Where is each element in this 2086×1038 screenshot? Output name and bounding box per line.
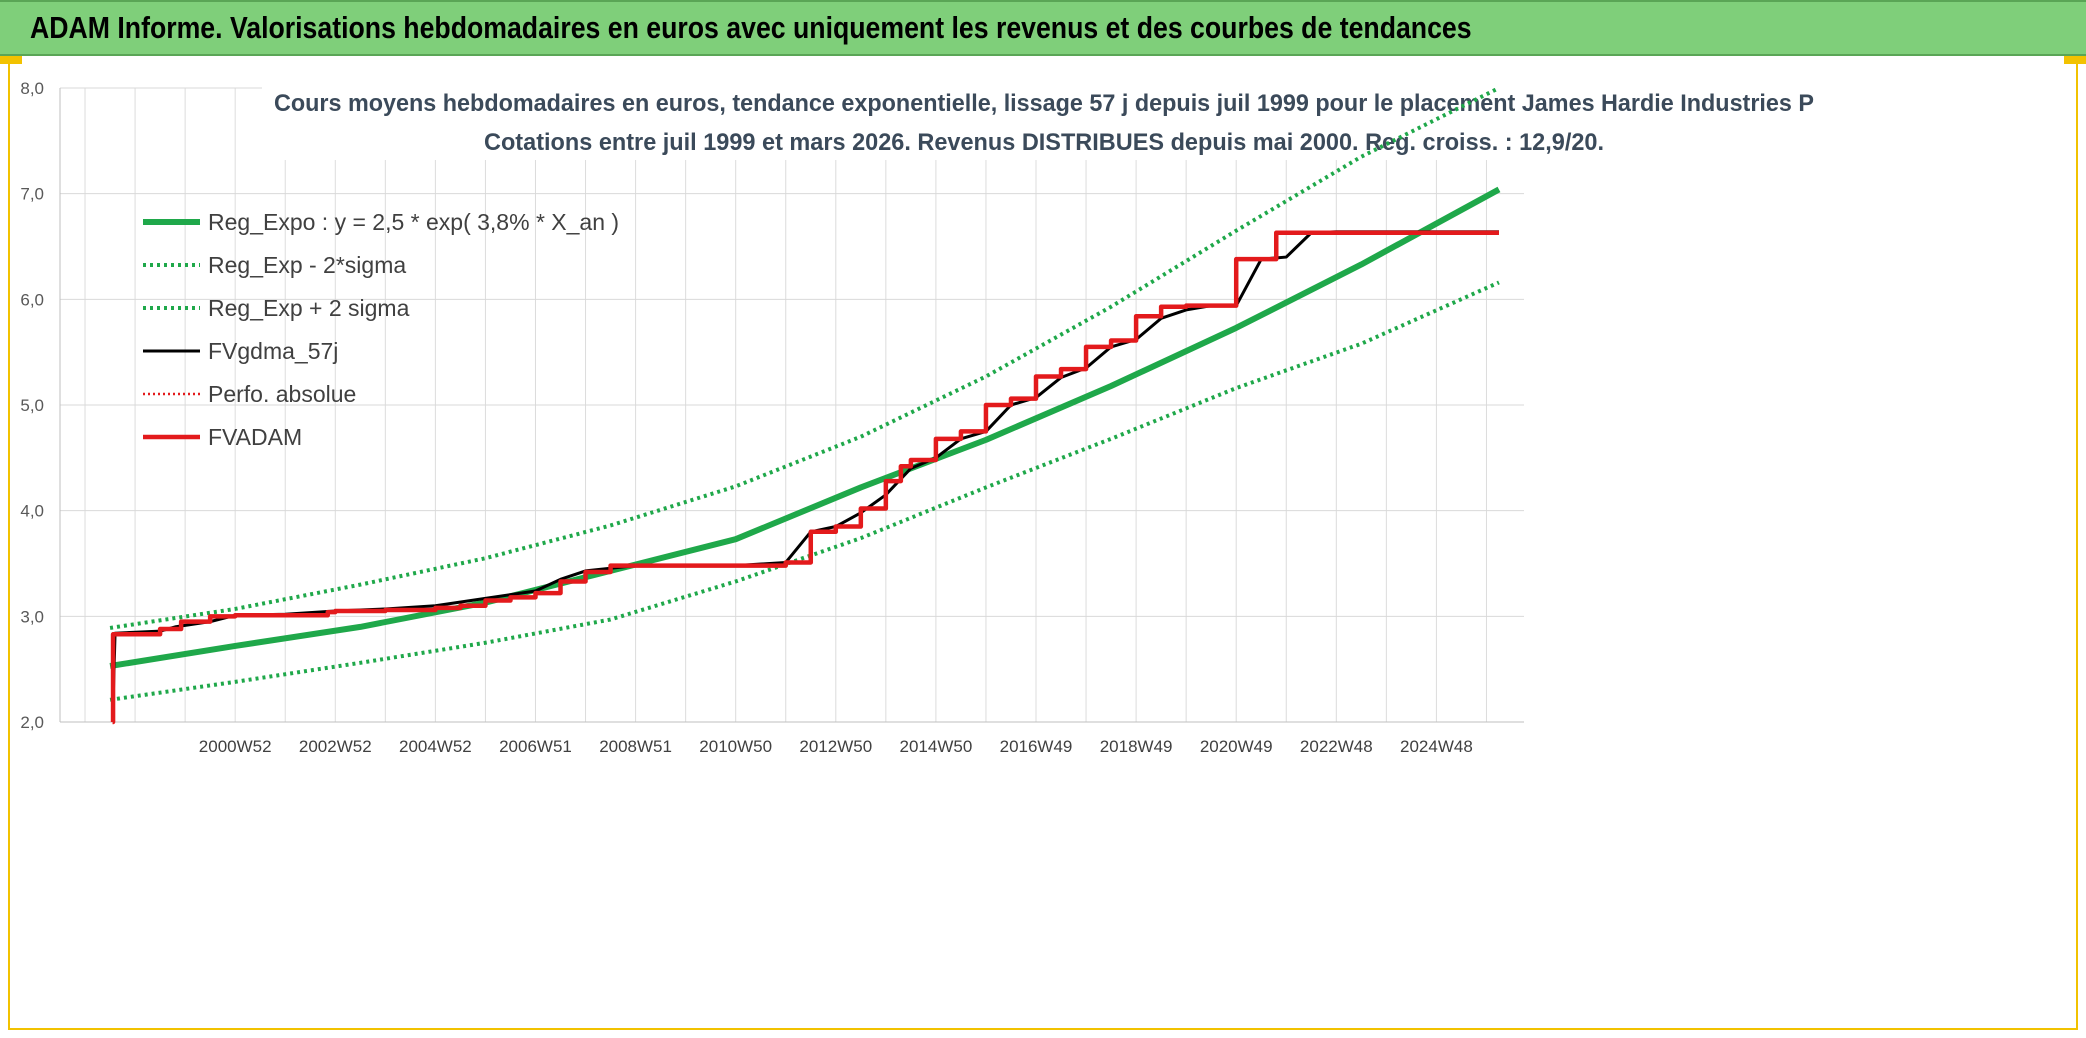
y-tick-label: 6,0 [20, 290, 44, 309]
series-line [109, 186, 1501, 669]
x-tick-label: 2002W52 [299, 737, 372, 756]
chart-title-line2: Cotations entre juil 1999 et mars 2026. … [484, 129, 1604, 156]
x-tick-label: 2010W50 [699, 737, 772, 756]
x-tick-label: 2008W51 [599, 737, 672, 756]
x-tick-label: 2004W52 [399, 737, 472, 756]
y-tick-label: 4,0 [20, 502, 44, 521]
x-tick-label: 2024W48 [1400, 737, 1473, 756]
report-banner: ADAM Informe. Valorisations hebdomadaire… [0, 0, 2086, 56]
y-tick-label: 7,0 [20, 185, 44, 204]
chart-title-line1: Cours moyens hebdomadaires en euros, ten… [274, 90, 1814, 117]
chart-frame [8, 56, 2078, 1030]
title-background [262, 80, 1822, 160]
legend-label: Reg_Exp - 2*sigma [208, 252, 406, 278]
legend: Reg_Expo : y = 2,5 * exp( 3,8% * X_an ) R… [143, 209, 619, 450]
x-tick-label: 2020W49 [1200, 737, 1273, 756]
legend-label: Reg_Expo : y = 2,5 * exp( 3,8% * X_an ) [208, 209, 619, 235]
y-axis: 2,0 3,0 4,0 5,0 6,0 7,0 8,0 [20, 79, 44, 732]
y-tick-label: 2,0 [20, 713, 44, 732]
x-tick-label: 2006W51 [499, 737, 572, 756]
y-tick-label: 8,0 [20, 79, 44, 98]
legend-label: Reg_Exp + 2 sigma [208, 295, 410, 321]
x-tick-label: 2012W50 [799, 737, 872, 756]
x-tick-label: 2016W49 [1000, 737, 1073, 756]
frame-corner-left [0, 56, 22, 64]
x-tick-label: 2022W48 [1300, 737, 1373, 756]
x-tick-label: 2014W50 [900, 737, 973, 756]
y-tick-label: 5,0 [20, 396, 44, 415]
report-title: ADAM Informe. Valorisations hebdomadaire… [30, 10, 1472, 45]
frame-corner-right [2064, 56, 2086, 64]
x-tick-label: 2018W49 [1100, 737, 1173, 756]
series-line [110, 230, 1499, 725]
grid [59, 87, 1524, 723]
x-tick-label: 2000W52 [199, 737, 272, 756]
series-line [109, 86, 1500, 630]
x-axis: 2000W52 2002W52 2004W52 2006W51 2008W51 2010W… [199, 737, 1473, 756]
y-tick-label: 3,0 [20, 607, 44, 626]
series-lines [109, 86, 1501, 725]
series-line [109, 280, 1500, 702]
legend-label: FVgdma_57j [208, 338, 338, 364]
legend-label: Perfo. absolue [208, 381, 356, 407]
legend-label: FVADAM [208, 424, 302, 450]
